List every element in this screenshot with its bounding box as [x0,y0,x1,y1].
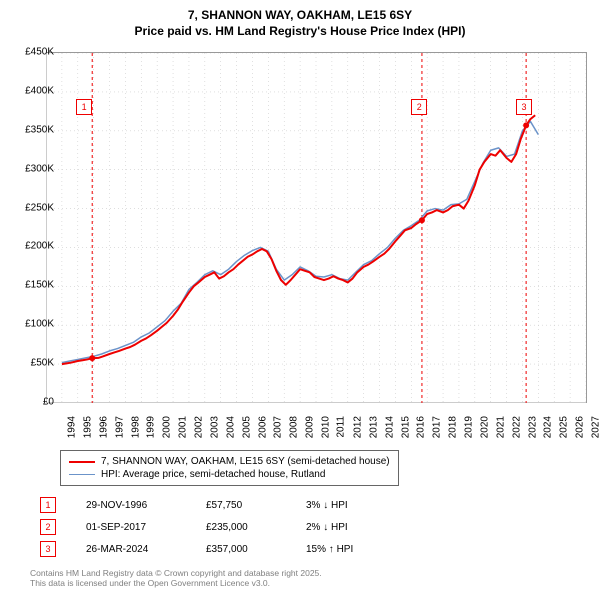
x-tick-label: 2000 [162,416,173,438]
row-marker-1: 1 [40,497,56,513]
chart-marker-3: 3 [516,99,532,115]
x-tick-label: 2004 [225,416,236,438]
legend-label-hpi: HPI: Average price, semi-detached house,… [101,469,325,480]
title-line-1: 7, SHANNON WAY, OAKHAM, LE15 6SY [0,8,600,24]
legend-label-price-paid: 7, SHANNON WAY, OAKHAM, LE15 6SY (semi-d… [101,456,390,467]
title-line-2: Price paid vs. HM Land Registry's House … [0,24,600,40]
x-tick-label: 2009 [304,416,315,438]
x-tick-label: 2003 [209,416,220,438]
legend: 7, SHANNON WAY, OAKHAM, LE15 6SY (semi-d… [60,450,399,486]
sale-diff: 3% ↓ HPI [306,500,426,511]
footer: Contains HM Land Registry data © Crown c… [30,568,322,588]
x-tick-label: 2027 [590,416,600,438]
x-tick-label: 1997 [114,416,125,438]
sale-diff: 15% ↑ HPI [306,544,426,555]
legend-swatch-price-paid [69,461,95,463]
chart-svg [46,53,586,403]
y-tick-label: £450K [25,47,54,58]
x-tick-label: 2011 [336,416,347,438]
sale-date: 26-MAR-2024 [86,544,206,555]
y-tick-label: £50K [31,358,54,369]
table-row: 1 29-NOV-1996 £57,750 3% ↓ HPI [40,494,426,516]
x-tick-label: 2005 [241,416,252,438]
x-tick-label: 1996 [98,416,109,438]
x-tick-label: 2022 [511,416,522,438]
x-tick-label: 1994 [66,416,77,438]
sale-point-dots [89,122,529,361]
row-marker-2: 2 [40,519,56,535]
x-tick-label: 2016 [416,416,427,438]
x-tick-label: 2021 [495,416,506,438]
x-tick-label: 1998 [130,416,141,438]
sale-diff: 2% ↓ HPI [306,522,426,533]
sales-table: 1 29-NOV-1996 £57,750 3% ↓ HPI 2 01-SEP-… [40,494,426,560]
x-tick-label: 2023 [527,416,538,438]
sale-price: £235,000 [206,522,306,533]
y-tick-label: £150K [25,280,54,291]
grid-lines [46,53,586,403]
y-tick-label: £100K [25,319,54,330]
chart-title: 7, SHANNON WAY, OAKHAM, LE15 6SY Price p… [0,0,600,39]
sale-date: 01-SEP-2017 [86,522,206,533]
table-row: 2 01-SEP-2017 £235,000 2% ↓ HPI [40,516,426,538]
sale-date: 29-NOV-1996 [86,500,206,511]
y-tick-label: £0 [43,397,54,408]
x-tick-label: 2026 [574,416,585,438]
y-tick-label: £400K [25,85,54,96]
y-tick-label: £200K [25,241,54,252]
sale-price: £57,750 [206,500,306,511]
footer-line-1: Contains HM Land Registry data © Crown c… [30,568,322,578]
x-tick-label: 2015 [400,416,411,438]
x-tick-label: 2010 [320,416,331,438]
y-tick-label: £350K [25,124,54,135]
chart-marker-1: 1 [76,99,92,115]
plot-area [46,52,587,403]
row-marker-3: 3 [40,541,56,557]
x-tick-label: 2024 [543,416,554,438]
x-tick-label: 2008 [289,416,300,438]
x-tick-label: 2006 [257,416,268,438]
footer-line-2: This data is licensed under the Open Gov… [30,578,322,588]
x-tick-label: 2002 [193,416,204,438]
y-tick-label: £300K [25,163,54,174]
x-tick-label: 2018 [447,416,458,438]
legend-swatch-hpi [69,474,95,476]
sale-price: £357,000 [206,544,306,555]
x-tick-label: 2001 [177,416,188,438]
x-tick-label: 2020 [479,416,490,438]
x-tick-label: 2017 [432,416,443,438]
y-tick-label: £250K [25,202,54,213]
x-tick-label: 2025 [559,416,570,438]
x-tick-label: 2019 [463,416,474,438]
x-tick-label: 2013 [368,416,379,438]
table-row: 3 26-MAR-2024 £357,000 15% ↑ HPI [40,538,426,560]
x-tick-label: 2014 [384,416,395,438]
x-tick-label: 2012 [352,416,363,438]
chart-container: 7, SHANNON WAY, OAKHAM, LE15 6SY Price p… [0,0,600,590]
legend-item-price-paid: 7, SHANNON WAY, OAKHAM, LE15 6SY (semi-d… [69,455,390,468]
x-tick-label: 1999 [146,416,157,438]
data-lines [62,115,538,364]
x-tick-label: 2007 [273,416,284,438]
legend-item-hpi: HPI: Average price, semi-detached house,… [69,468,390,481]
x-tick-label: 1995 [82,416,93,438]
chart-marker-2: 2 [411,99,427,115]
